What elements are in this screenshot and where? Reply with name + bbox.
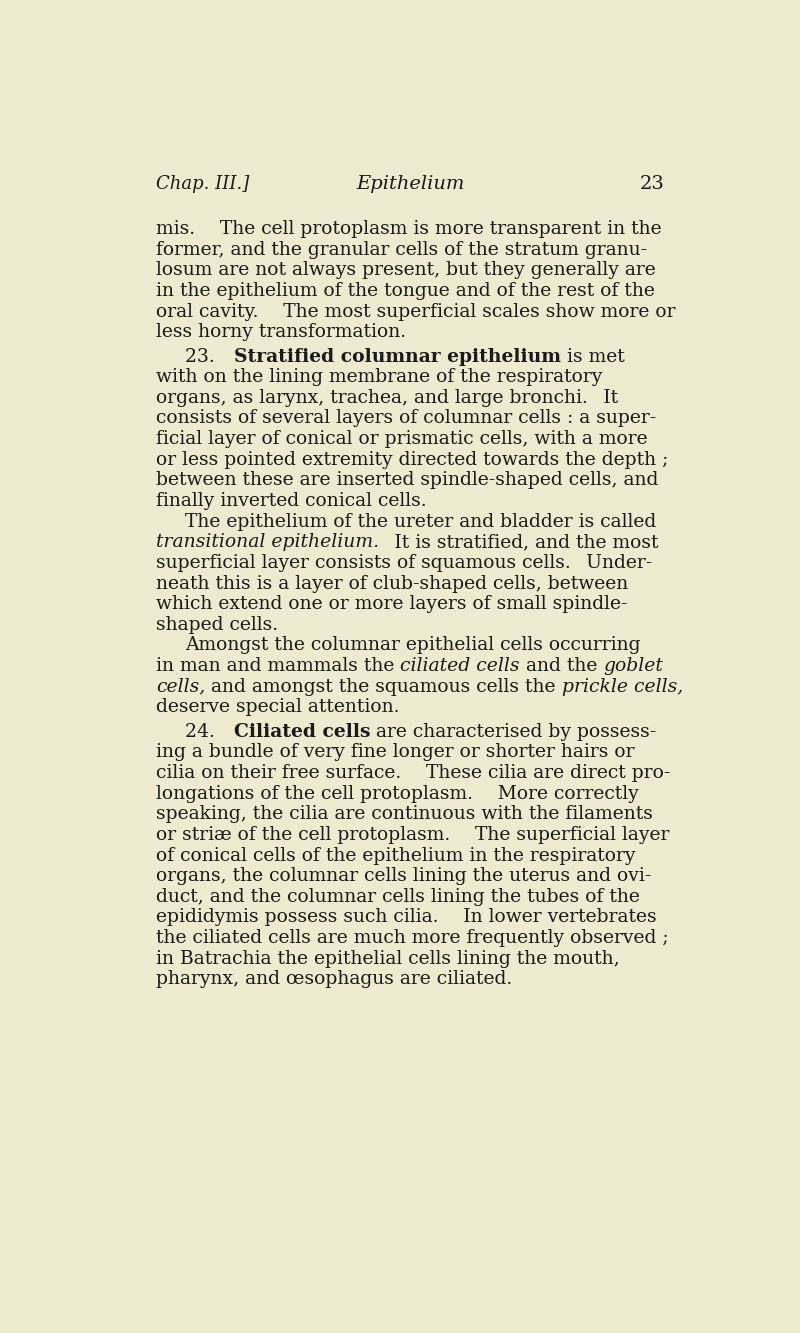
Text: The epithelium of the ureter and bladder is called: The epithelium of the ureter and bladder… xyxy=(186,513,657,531)
Text: the ciliated cells are much more frequently observed ;: the ciliated cells are much more frequen… xyxy=(156,929,669,946)
Text: goblet: goblet xyxy=(603,657,663,674)
Text: It is stratified, and the most: It is stratified, and the most xyxy=(379,533,658,552)
Text: mis.  The cell protoplasm is more transparent in the: mis. The cell protoplasm is more transpa… xyxy=(156,220,662,239)
Text: or striæ of the cell protoplasm.  The superficial layer: or striæ of the cell protoplasm. The sup… xyxy=(156,826,669,844)
Text: transitional epithelium.: transitional epithelium. xyxy=(156,533,379,552)
Text: cells,: cells, xyxy=(156,677,205,696)
Text: Chap. III.]: Chap. III.] xyxy=(156,175,249,193)
Text: ciliated cells: ciliated cells xyxy=(400,657,520,674)
Text: pharynx, and œsophagus are ciliated.: pharynx, and œsophagus are ciliated. xyxy=(156,970,512,988)
Text: organs, the columnar cells lining the uterus and ovi-: organs, the columnar cells lining the ut… xyxy=(156,868,651,885)
Text: Epithelium: Epithelium xyxy=(356,175,464,193)
Text: and the: and the xyxy=(520,657,603,674)
Text: organs, as larynx, trachea, and large bronchi.  It: organs, as larynx, trachea, and large br… xyxy=(156,389,618,407)
Text: in the epithelium of the tongue and of the rest of the: in the epithelium of the tongue and of t… xyxy=(156,281,654,300)
Text: finally inverted conical cells.: finally inverted conical cells. xyxy=(156,492,426,511)
Text: and amongst the squamous cells the: and amongst the squamous cells the xyxy=(205,677,562,696)
Text: speaking, the cilia are continuous with the filaments: speaking, the cilia are continuous with … xyxy=(156,805,653,824)
Text: prickle cells,: prickle cells, xyxy=(562,677,682,696)
Text: epididymis possess such cilia.  In lower vertebrates: epididymis possess such cilia. In lower … xyxy=(156,908,657,926)
Text: Stratified columnar epithelium: Stratified columnar epithelium xyxy=(234,348,561,365)
Text: or less pointed extremity directed towards the depth ;: or less pointed extremity directed towar… xyxy=(156,451,668,469)
Text: duct, and the columnar cells lining the tubes of the: duct, and the columnar cells lining the … xyxy=(156,888,640,906)
Text: Amongst the columnar epithelial cells occurring: Amongst the columnar epithelial cells oc… xyxy=(186,636,641,655)
Text: in man and mammals the: in man and mammals the xyxy=(156,657,400,674)
Text: 23.: 23. xyxy=(186,348,234,365)
Text: neath this is a layer of club-shaped cells, between: neath this is a layer of club-shaped cel… xyxy=(156,575,628,593)
Text: losum are not always present, but they generally are: losum are not always present, but they g… xyxy=(156,261,655,280)
Text: between these are inserted spindle-shaped cells, and: between these are inserted spindle-shape… xyxy=(156,472,658,489)
Text: ing a bundle of very fine longer or shorter hairs or: ing a bundle of very fine longer or shor… xyxy=(156,744,634,761)
Text: cilia on their free surface.  These cilia are direct pro-: cilia on their free surface. These cilia… xyxy=(156,764,670,782)
Text: 24.: 24. xyxy=(186,722,234,741)
Text: with on the lining membrane of the respiratory: with on the lining membrane of the respi… xyxy=(156,368,602,387)
Text: which extend one or more layers of small spindle-: which extend one or more layers of small… xyxy=(156,595,627,613)
Text: in Batrachia the epithelial cells lining the mouth,: in Batrachia the epithelial cells lining… xyxy=(156,949,619,968)
Text: consists of several layers of columnar cells : a super-: consists of several layers of columnar c… xyxy=(156,409,656,428)
Text: former, and the granular cells of the stratum granu-: former, and the granular cells of the st… xyxy=(156,241,647,259)
Text: ficial layer of conical or prismatic cells, with a more: ficial layer of conical or prismatic cel… xyxy=(156,431,647,448)
Text: deserve special attention.: deserve special attention. xyxy=(156,698,399,716)
Text: superficial layer consists of squamous cells.  Under-: superficial layer consists of squamous c… xyxy=(156,555,652,572)
Text: of conical cells of the epithelium in the respiratory: of conical cells of the epithelium in th… xyxy=(156,846,635,865)
Text: is met: is met xyxy=(561,348,625,365)
Text: longations of the cell protoplasm.  More correctly: longations of the cell protoplasm. More … xyxy=(156,785,638,802)
Text: less horny transformation.: less horny transformation. xyxy=(156,323,406,341)
Text: are characterised by possess-: are characterised by possess- xyxy=(370,722,657,741)
Text: shaped cells.: shaped cells. xyxy=(156,616,278,633)
Text: oral cavity.  The most superficial scales show more or: oral cavity. The most superficial scales… xyxy=(156,303,675,320)
Text: 23: 23 xyxy=(639,175,664,193)
Text: Ciliated cells: Ciliated cells xyxy=(234,722,370,741)
